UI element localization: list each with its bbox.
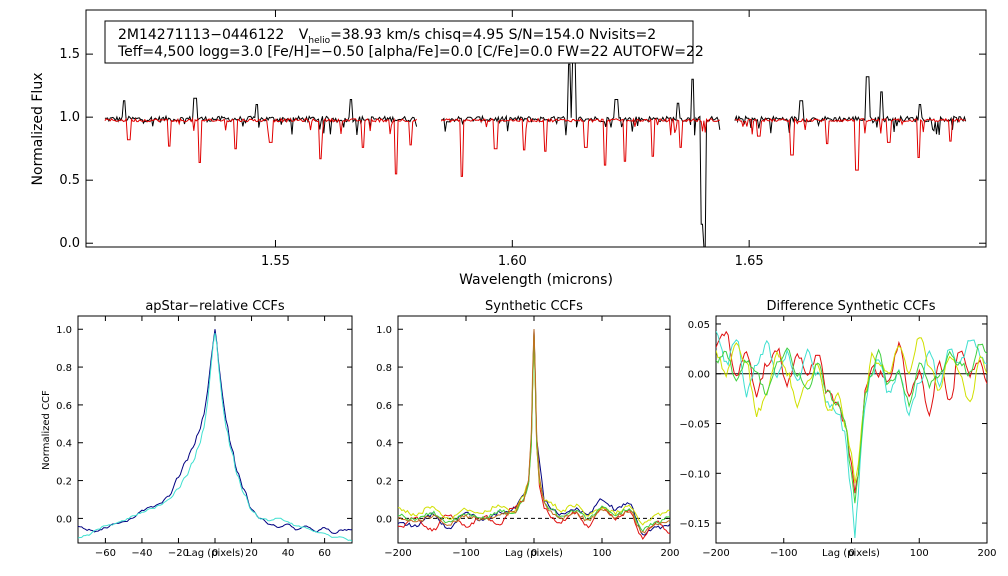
x-tick-label: 100 <box>592 548 611 559</box>
y-tick-label: 0.0 <box>56 514 72 525</box>
difference_ccf-line-red <box>716 330 987 494</box>
info-line-1: 2M14271113−0446122 Vhelio=38.93 km/s chi… <box>118 27 656 46</box>
y-tick-label: 0.8 <box>376 363 392 374</box>
spectrum-frame <box>85 9 987 248</box>
y-tick-label: 1.0 <box>376 325 392 336</box>
synthetic_ccf-line-red <box>398 331 670 540</box>
difference_ccf-line-cyan <box>716 330 987 539</box>
spectrum-line-model <box>734 117 966 171</box>
difference-ccf-ticks: −200 −100 0 100 200 −0.15 −0.10 −0.05 0.00 0.05 <box>679 316 997 559</box>
apstar-ccf-frame <box>77 315 353 544</box>
y-tick-label: 1.0 <box>59 110 80 125</box>
x-tick-label: 1.60 <box>498 254 527 269</box>
difference_ccf-line-yellow <box>716 337 987 484</box>
x-tick-label: 200 <box>660 548 679 559</box>
y-tick-label: 1.0 <box>56 325 72 336</box>
synthetic_ccf-line-brown <box>398 329 670 534</box>
x-tick-label: −100 <box>452 548 479 559</box>
x-tick-label: −200 <box>384 548 411 559</box>
y-tick-label: 0.00 <box>688 370 710 381</box>
apstar-ccf-title: apStar−relative CCFs <box>145 299 285 314</box>
synthetic-ccf-ticks: −200 −100 0 100 200 0.0 0.2 0.4 0.6 0.8 1.0 <box>376 316 680 559</box>
info-v: V <box>299 27 309 43</box>
x-tick-label: −20 <box>168 548 189 559</box>
x-tick-label: 0 <box>848 548 854 559</box>
x-tick-label: −200 <box>702 548 729 559</box>
info-star-id: 2M14271113−0446122 <box>118 27 284 43</box>
info-box-frame <box>104 20 694 64</box>
y-tick-label: 0.0 <box>376 514 392 525</box>
y-tick-label: −0.10 <box>679 469 710 480</box>
x-tick-label: 1.55 <box>261 254 290 269</box>
spectrum-panel: 1.55 1.60 1.65 0.0 0.5 1.0 1.5 Wavelength (mic… <box>30 9 987 288</box>
difference-ccf-frame <box>715 315 988 544</box>
y-tick-label: 1.5 <box>59 47 80 62</box>
x-tick-label: 0 <box>212 548 218 559</box>
synthetic_ccf-line-navy <box>398 329 670 536</box>
apstar-ccf-ylabel: Normalized CCF <box>41 390 52 470</box>
synthetic-ccf-lines <box>398 329 670 540</box>
x-tick-label: 40 <box>282 548 295 559</box>
difference-ccf-title: Difference Synthetic CCFs <box>766 299 935 314</box>
y-tick-label: −0.15 <box>679 519 710 530</box>
y-tick-label: 0.8 <box>56 363 72 374</box>
difference-ccf-xlabel: Lag (pixels) <box>822 548 880 559</box>
apstar-ccf-panel: −60 −40 −20 0 20 40 60 0.0 0.2 0.4 0.6 0.8 1.0 apSta… <box>41 299 353 559</box>
apstar_ccf-line-visit-2 <box>78 332 352 542</box>
apstar_ccf-line-visit-1 <box>78 329 352 534</box>
y-tick-label: 0.4 <box>56 439 72 450</box>
spectrum-ticks: 1.55 1.60 1.65 0.0 0.5 1.0 1.5 <box>59 10 986 269</box>
y-tick-label: 0.6 <box>56 401 72 412</box>
info-line1-rest: =38.93 km/s chisq=4.95 S/N=154.0 Nvisits… <box>330 27 656 43</box>
spectrum-lines <box>104 59 967 247</box>
apstar-ccf-ticks: −60 −40 −20 0 20 40 60 0.0 0.2 0.4 0.6 0.8 1.0 <box>56 316 352 559</box>
info-v-sub: helio <box>308 36 330 46</box>
x-tick-label: −40 <box>131 548 152 559</box>
x-tick-label: 20 <box>245 548 258 559</box>
y-tick-label: 0.6 <box>376 401 392 412</box>
synthetic_ccf-line-yellow <box>398 332 670 526</box>
x-tick-label: 1.65 <box>735 254 764 269</box>
y-tick-label: 0.2 <box>376 477 392 488</box>
synthetic-ccf-panel: −200 −100 0 100 200 0.0 0.2 0.4 0.6 0.8 1.0 Synthe… <box>376 299 679 559</box>
difference-ccf-panel: −200 −100 0 100 200 −0.15 −0.10 −0.05 0.00 0.05 D… <box>679 299 996 559</box>
synthetic-ccf-title: Synthetic CCFs <box>485 299 583 314</box>
x-tick-label: 0 <box>531 548 537 559</box>
x-tick-label: −60 <box>95 548 116 559</box>
apstar-ccf-xlabel: Lag (pixels) <box>186 548 244 559</box>
spectrum-ylabel: Normalized Flux <box>30 73 46 186</box>
y-tick-label: 0.05 <box>688 320 710 331</box>
difference_ccf-line-green <box>716 343 987 504</box>
x-tick-label: 60 <box>318 548 331 559</box>
y-tick-label: 0.4 <box>376 439 392 450</box>
spectrum-line-model <box>440 117 720 177</box>
y-tick-label: −0.05 <box>679 420 710 431</box>
spectrum-line-observed <box>441 59 721 247</box>
synthetic-ccf-xlabel: Lag (pixels) <box>505 548 563 559</box>
spectrum-xlabel: Wavelength (microns) <box>459 272 613 288</box>
y-tick-label: 0.0 <box>59 236 80 251</box>
x-tick-label: 200 <box>977 548 996 559</box>
spectrum-line-model <box>104 117 418 175</box>
y-tick-label: 0.5 <box>59 173 80 188</box>
x-tick-label: 100 <box>910 548 929 559</box>
info-box: 2M14271113−0446122 Vhelio=38.93 km/s chi… <box>104 20 704 64</box>
difference-ccf-lines <box>716 330 987 539</box>
apstar-ccf-lines <box>78 329 352 542</box>
synthetic_ccf-line-green <box>398 332 670 533</box>
spectrum-line-observed <box>734 76 967 135</box>
info-line-2: Teff=4,500 logg=3.0 [Fe/H]=−0.50 [alpha/… <box>117 44 704 60</box>
y-tick-label: 0.2 <box>56 477 72 488</box>
x-tick-label: −100 <box>770 548 797 559</box>
